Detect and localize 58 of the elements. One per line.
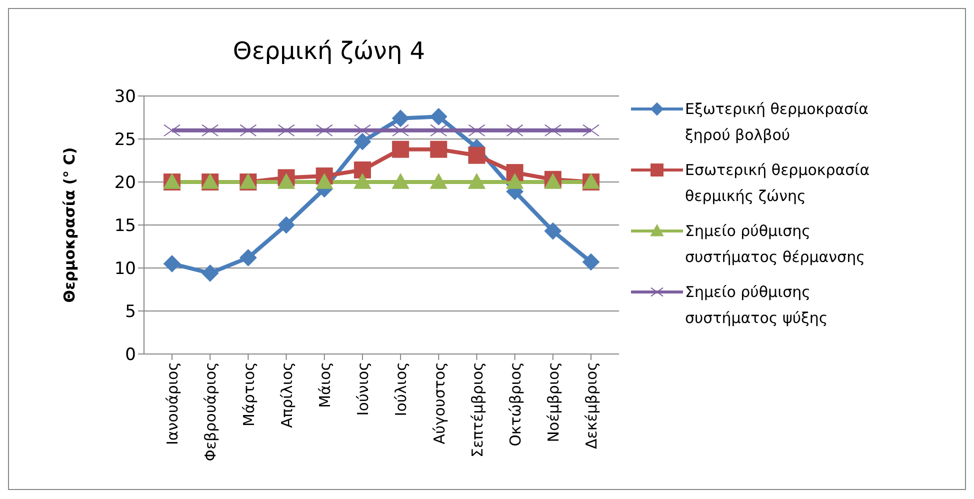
- y-axis-title: Θερμοκρασία (° C): [60, 147, 78, 303]
- x-tick-label: Απρίλιος: [278, 362, 296, 428]
- point: [164, 124, 180, 136]
- point: [164, 255, 180, 272]
- point: [544, 174, 562, 189]
- point: [430, 108, 448, 126]
- point: [240, 249, 257, 266]
- y-tick-label: 10: [114, 259, 136, 280]
- point: [392, 140, 410, 158]
- legend-label: Σημείο ρύθμισης συστήματος θέρμανσης: [685, 221, 866, 268]
- y-tick-label: 5: [125, 302, 136, 322]
- x-tick-label: Οκτώβριος: [506, 362, 524, 446]
- point: [278, 124, 295, 136]
- point: [392, 174, 410, 189]
- point: [430, 124, 448, 136]
- x-tick-label: Μάιος: [316, 362, 334, 408]
- point: [582, 124, 600, 136]
- point: [392, 124, 410, 136]
- point: [354, 133, 371, 150]
- point: [202, 124, 219, 136]
- point: [316, 124, 333, 136]
- x-tick-label: Σεπτέμβριος: [468, 362, 486, 458]
- y-tick-label: 25: [114, 130, 136, 150]
- x-tick-label: Ιανουάριος: [164, 362, 182, 446]
- point: [430, 140, 448, 158]
- point: [430, 174, 448, 189]
- point: [240, 124, 257, 136]
- legend-label: Εξωτερική θερμοκρασία ξηρού βολβού: [685, 99, 870, 146]
- point: [354, 124, 371, 136]
- x-tick-label: Ιούλιος: [392, 362, 410, 416]
- point: [202, 264, 219, 282]
- x-tick-label: Δεκέμβριος: [582, 362, 601, 450]
- point: [354, 174, 371, 189]
- x-tick-label: Φεβρουάριος: [202, 362, 220, 462]
- point: [506, 124, 524, 136]
- y-tick-label: 0: [125, 345, 136, 366]
- legend-label: Εσωτερική θερμοκρασία θερμικής ζώνης: [685, 160, 871, 207]
- x-tick-label: Μάρτιος: [240, 362, 258, 426]
- y-tick-label: 30: [114, 87, 136, 108]
- point: [468, 174, 486, 189]
- legend-label: Σημείο ρύθμισης συστήματος ψύξης: [685, 282, 829, 329]
- point: [278, 174, 295, 189]
- point: [354, 161, 371, 178]
- x-tick-label: Νοέμβριος: [544, 362, 563, 442]
- y-tick-label: 20: [114, 173, 136, 194]
- point: [468, 124, 486, 136]
- point: [544, 124, 562, 136]
- point: [278, 216, 295, 234]
- x-tick-label: Ιούνιος: [354, 362, 372, 416]
- y-tick-label: 15: [114, 216, 136, 236]
- point: [392, 110, 410, 127]
- chart-title: Θερμική ζώνη 4: [232, 37, 426, 65]
- point: [468, 146, 486, 164]
- point: [544, 222, 562, 240]
- point: [316, 174, 333, 189]
- point: [506, 174, 524, 189]
- point: [582, 253, 600, 270]
- x-tick-label: Αύγουστος: [430, 362, 448, 444]
